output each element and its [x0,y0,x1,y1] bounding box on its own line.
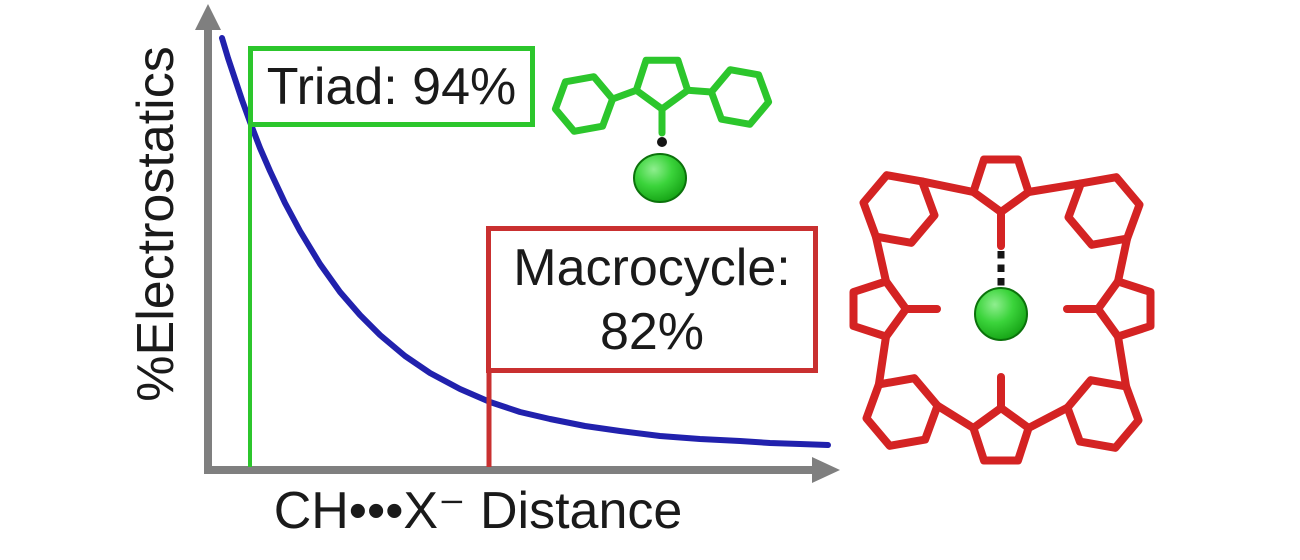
triad-annotation-label: Triad: 94% [266,57,517,116]
triad-left-phenyl-ring [551,73,617,135]
macrocycle-annotation-label-line2: 82% [599,302,705,361]
triad-anion-sphere [633,153,687,203]
macrocycle-annotation-box: Macrocycle: 82% [486,226,818,373]
macrocycle-sw-benzene-ring [862,374,942,450]
macrocycle-right-pyrrole-ring [1094,277,1155,341]
macrocycle-bond [874,332,890,389]
x-axis-arrowhead-icon [812,457,840,483]
macrocycle-top-pyrrole-ring [969,155,1033,216]
macrocycle-bond [1114,234,1132,286]
electrostatics-decay-curve [219,35,831,448]
triad-pyrrole-ring [632,56,692,113]
triad-molecule [551,56,773,137]
macrocycle-bond [1024,179,1085,196]
macrocycle-bond [871,232,890,286]
macrocycle-se-benzene-ring [1063,376,1143,452]
triad-bond-right [684,86,715,96]
macrocycle-left-pyrrole-ring [849,277,910,341]
macrocycle-bond [918,177,978,196]
y-axis-arrowhead-icon [195,4,221,30]
triad-hydrogen-bond-dot [657,137,667,147]
macrocycle-bottom-pyrrole-ring [969,404,1033,465]
macrocycle-annotation-label-line1: Macrocycle: [513,238,791,297]
macrocycle-anion-sphere [974,287,1028,341]
triad-annotation-box: Triad: 94% [248,46,535,127]
x-axis-label: CH•••X⁻ Distance [273,482,683,540]
macrocycle-molecule [849,155,1155,465]
macrocycle-bond [1024,403,1072,432]
y-axis-label: %Electrostatics [127,46,185,402]
macrocycle-bond [933,401,978,432]
plot-axes [195,4,840,483]
macrocycle-bond [1114,332,1131,391]
triad-bond-left [609,86,640,103]
triad-right-phenyl-ring [707,66,773,128]
